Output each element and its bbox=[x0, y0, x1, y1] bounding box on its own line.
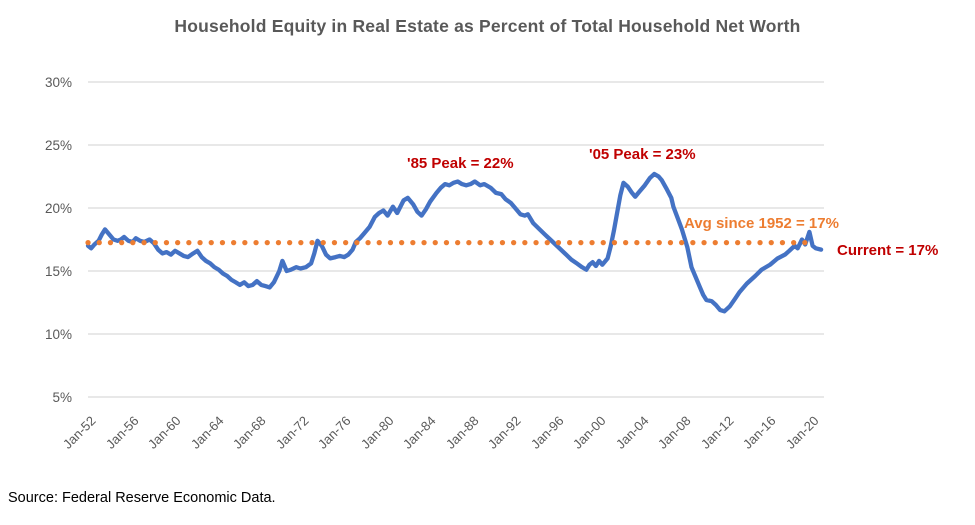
annotation-05-peak: '05 Peak = 23% bbox=[589, 146, 696, 163]
y-tick-label: 15% bbox=[44, 264, 72, 279]
annotation-average-line: Avg since 1952 = 17% bbox=[684, 215, 839, 232]
y-tick-label: 20% bbox=[44, 201, 72, 216]
equity-share-line bbox=[85, 171, 824, 314]
annotation-current-value: Current = 17% bbox=[837, 242, 939, 259]
y-tick-label: 30% bbox=[44, 75, 72, 90]
y-tick-label: 25% bbox=[44, 138, 72, 153]
annotation-85-peak: '85 Peak = 22% bbox=[407, 155, 514, 172]
chart-title: Household Equity in Real Estate as Perce… bbox=[174, 16, 801, 36]
source-note: Source: Federal Reserve Economic Data. bbox=[8, 490, 276, 506]
y-tick-label: 5% bbox=[52, 390, 72, 405]
y-tick-label: 10% bbox=[44, 327, 72, 342]
